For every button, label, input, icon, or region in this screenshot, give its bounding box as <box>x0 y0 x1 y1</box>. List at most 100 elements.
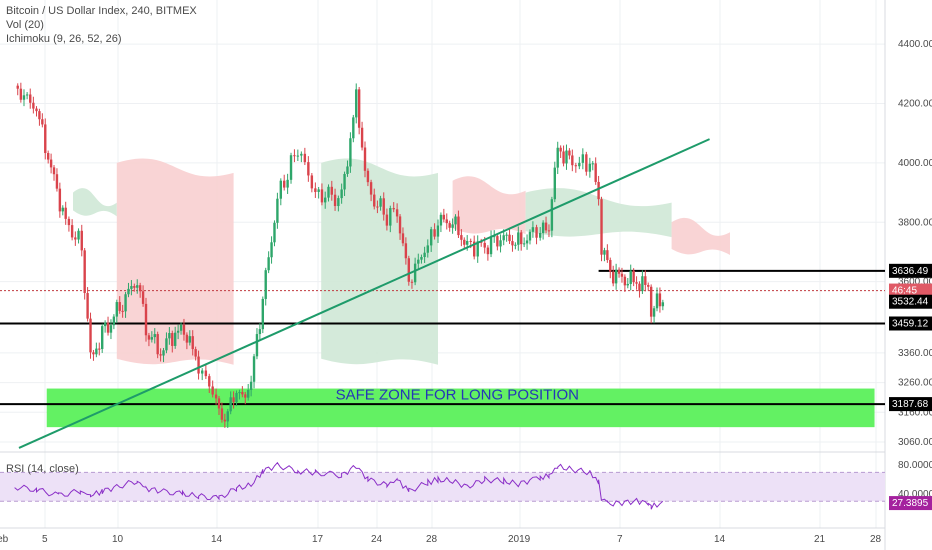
candle-body <box>333 194 337 207</box>
ichimoku-cloud <box>73 158 730 365</box>
price-series <box>16 82 665 428</box>
candle-body <box>609 259 612 272</box>
legend-symbol[interactable]: Bitcoin / US Dollar Index, 240, BITMEX <box>6 5 197 17</box>
candle-body <box>565 150 568 164</box>
safe-zone[interactable]: SAFE ZONE FOR LONG POSITION <box>46 387 875 428</box>
candle-body <box>520 232 523 245</box>
candle-body <box>238 392 241 394</box>
candle-body <box>463 239 466 245</box>
legend-ichimoku[interactable]: Ichimoku (9, 26, 52, 26) <box>6 33 122 45</box>
horizontal-levels[interactable] <box>0 269 885 406</box>
candle-body <box>101 326 104 350</box>
candle-body <box>420 257 423 260</box>
candle-body <box>366 170 370 183</box>
legend-volume[interactable]: Vol (20) <box>6 19 44 31</box>
candle-body <box>197 356 200 374</box>
candle-body <box>614 269 618 284</box>
time-tick-label: 2019 <box>508 534 531 545</box>
candle-body <box>147 335 151 340</box>
candle-body <box>211 386 214 395</box>
candle-body <box>22 95 26 100</box>
candle-body <box>267 257 270 271</box>
candle-body <box>330 186 333 195</box>
candle-body <box>505 234 508 236</box>
candle-body <box>623 276 627 286</box>
candle-body <box>286 179 289 188</box>
tag-3532-bg <box>889 294 932 309</box>
candle-body <box>74 237 77 240</box>
candle-body <box>369 182 373 195</box>
candle-body <box>617 269 621 274</box>
time-tick-label: 28 <box>870 534 882 545</box>
price-tick-label: 3160.00 <box>898 407 932 418</box>
tag-3459-text: 3459.12 <box>892 318 929 329</box>
tag-3636-text: 3636.49 <box>892 266 929 277</box>
candle-body <box>439 214 443 226</box>
candle-body <box>293 155 296 157</box>
candle-body <box>217 398 221 409</box>
candle-body <box>603 250 606 255</box>
candle-body <box>508 234 511 242</box>
candle-body <box>29 94 32 103</box>
tag-current-bg <box>889 283 932 298</box>
legend-rsi[interactable]: RSI (14, close) <box>6 463 79 475</box>
candle-body <box>502 235 505 241</box>
time-axis[interactable]: 5 10 14 17 24 28 2019 7 14 21 28 Feb <box>0 534 882 545</box>
rsi-line <box>14 461 664 510</box>
candle-body <box>655 293 659 309</box>
candle-body <box>303 153 307 163</box>
candle-body <box>327 186 330 198</box>
candle-body <box>320 189 324 203</box>
price-tick-label: 4000.00 <box>898 158 932 169</box>
candle-body <box>61 207 64 212</box>
candle-body <box>276 198 279 223</box>
candle-body <box>620 273 624 277</box>
candle-body <box>49 159 53 168</box>
candle-body <box>162 350 165 356</box>
candle-body <box>171 333 174 346</box>
trendline[interactable] <box>18 138 710 449</box>
price-axis[interactable]: 4400.00 4200.00 4000.00 3800.00 3600.00 3360.… <box>898 39 932 500</box>
time-tick-label: 10 <box>112 534 124 545</box>
candle-body <box>638 283 641 292</box>
tag-3532-text: 3532.44 <box>892 297 929 308</box>
candle-body <box>241 392 244 395</box>
candle-body <box>174 332 177 346</box>
time-tick-label: 28 <box>426 534 438 545</box>
price-tick-label: 3260.00 <box>898 378 932 389</box>
tag-3459: 3459.12 <box>889 316 932 331</box>
time-tick-label: Feb <box>0 534 9 545</box>
candle-body <box>83 250 86 294</box>
cloud-segment-bear <box>671 217 730 255</box>
candle-body <box>92 352 95 355</box>
candle-body <box>588 163 592 172</box>
tag-3187-bg <box>889 397 932 412</box>
candle-body <box>185 334 189 343</box>
candle-body <box>417 259 420 264</box>
candle-body <box>547 230 551 232</box>
tag-3636: 3636.49 <box>889 263 932 278</box>
candle-body <box>376 206 379 208</box>
candle-body <box>436 225 440 237</box>
candle-body <box>635 282 638 284</box>
candle-body <box>517 232 520 245</box>
candle-body <box>346 166 349 174</box>
candle-body <box>109 325 113 333</box>
time-tick-label: 5 <box>42 534 48 545</box>
candle-body <box>562 151 565 164</box>
candle-body <box>232 397 235 403</box>
candle-body <box>226 411 229 422</box>
candle-body <box>382 198 385 215</box>
tag-3532: 3532.44 <box>889 294 932 309</box>
candle-body <box>644 276 647 285</box>
candle-body <box>661 302 665 307</box>
candle-body <box>261 298 264 330</box>
candle-body <box>473 241 476 257</box>
candle-body <box>373 194 376 207</box>
candle-body <box>258 329 262 335</box>
time-tick-label: 24 <box>371 534 383 545</box>
rsi-tick-label: 80.0000 <box>898 460 932 471</box>
candle-body <box>597 181 600 200</box>
